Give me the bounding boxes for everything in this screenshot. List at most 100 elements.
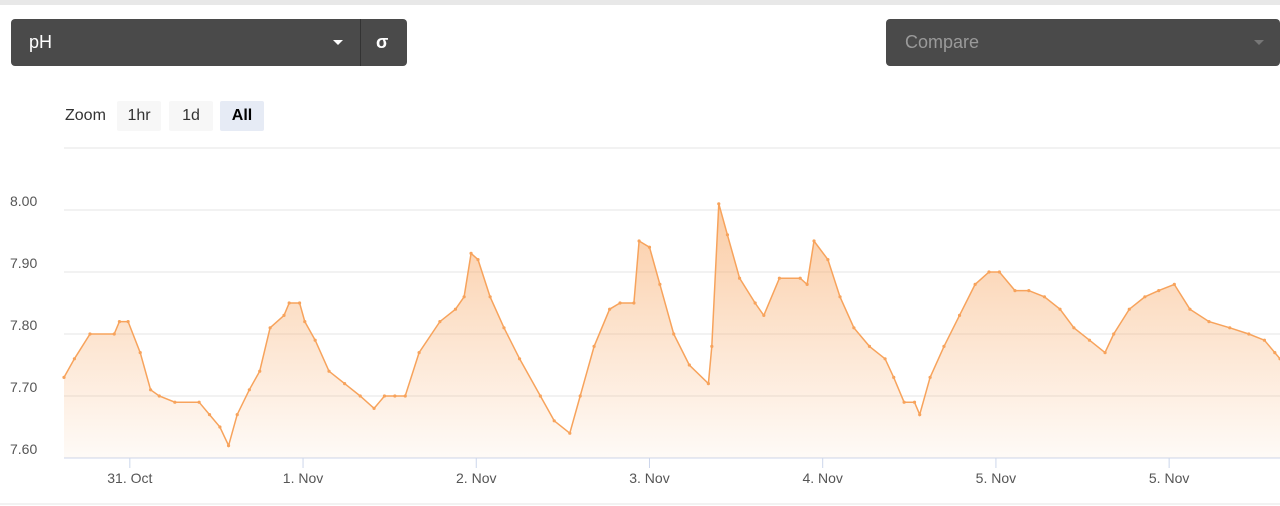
point — [1058, 307, 1062, 311]
point — [805, 282, 809, 286]
point — [358, 394, 362, 398]
point — [1228, 326, 1232, 330]
point — [149, 388, 153, 392]
point — [393, 394, 397, 398]
y-tick-label: 7.70 — [10, 379, 37, 395]
point — [1027, 289, 1031, 293]
point — [826, 258, 830, 262]
point — [812, 239, 816, 243]
point — [1042, 295, 1047, 299]
point — [126, 320, 130, 324]
point — [592, 344, 596, 348]
point — [942, 344, 946, 348]
point — [343, 382, 347, 386]
point — [157, 394, 161, 398]
point — [1207, 320, 1211, 324]
area — [64, 203, 1280, 458]
point — [608, 307, 612, 311]
point — [327, 369, 331, 373]
top-strip — [0, 0, 1280, 5]
point — [235, 413, 239, 417]
sigma-button[interactable]: σ — [376, 32, 389, 52]
point — [287, 301, 291, 305]
point — [72, 357, 76, 361]
y-tick-label: 8.00 — [10, 193, 37, 209]
point — [417, 351, 421, 355]
point — [1087, 338, 1092, 342]
point — [753, 301, 757, 305]
y-tick-label: 7.60 — [10, 441, 37, 457]
point — [578, 394, 582, 398]
point — [1172, 282, 1176, 286]
point — [1127, 307, 1131, 311]
x-tick-label: 3. Nov — [629, 470, 669, 486]
point — [372, 406, 376, 410]
zoom-button[interactable]: 1hr — [117, 101, 161, 131]
x-tick-label: 1. Nov — [283, 470, 323, 486]
point — [912, 400, 917, 404]
point — [112, 332, 116, 336]
x-tick-label: 5. Nov — [976, 470, 1016, 486]
point — [1143, 295, 1147, 299]
point — [258, 369, 262, 373]
point — [268, 326, 272, 330]
point — [997, 270, 1001, 274]
point — [1103, 351, 1107, 355]
point — [957, 313, 962, 317]
x-tick-label: 5. Nov — [1149, 470, 1189, 486]
point — [838, 295, 842, 299]
point — [173, 400, 177, 404]
point — [717, 202, 721, 206]
point — [892, 375, 896, 379]
point — [488, 295, 492, 299]
point — [1247, 332, 1251, 336]
point — [867, 344, 872, 348]
zoom-button[interactable]: All — [220, 101, 264, 131]
point — [303, 320, 307, 324]
y-tick-label: 7.90 — [10, 255, 37, 271]
point — [207, 413, 212, 417]
point — [710, 344, 714, 348]
point — [313, 338, 317, 342]
zoom-button[interactable]: 1d — [169, 101, 213, 131]
point — [725, 233, 730, 237]
point — [852, 326, 856, 330]
point — [1188, 307, 1192, 311]
point — [1273, 351, 1277, 355]
point — [1013, 289, 1017, 293]
point — [918, 413, 922, 417]
point — [88, 332, 92, 336]
point — [777, 276, 781, 280]
caret — [1254, 40, 1264, 45]
point — [973, 282, 977, 286]
point — [706, 382, 710, 386]
point — [762, 313, 766, 317]
point — [672, 332, 676, 336]
point — [798, 276, 802, 280]
point — [568, 431, 572, 435]
point — [382, 394, 387, 398]
point — [1262, 338, 1267, 342]
point — [552, 419, 556, 423]
caret — [333, 40, 343, 45]
point — [987, 270, 991, 274]
point — [637, 239, 641, 243]
point — [618, 301, 622, 305]
point — [462, 295, 466, 299]
point — [687, 363, 691, 367]
zoom-label: Zoom — [65, 107, 106, 124]
x-tick-label: 2. Nov — [456, 470, 496, 486]
point — [197, 400, 201, 404]
point — [247, 388, 251, 392]
x-tick-label: 31. Oct — [107, 470, 152, 486]
compare-select[interactable]: Compare — [886, 19, 1280, 66]
point — [632, 301, 636, 305]
point — [453, 307, 458, 311]
metric-select[interactable]: pH σ — [11, 19, 407, 66]
compare-label: Compare — [905, 32, 980, 52]
metric-label: pH — [29, 32, 53, 52]
point — [647, 245, 652, 249]
point — [928, 375, 932, 379]
point — [538, 394, 542, 398]
